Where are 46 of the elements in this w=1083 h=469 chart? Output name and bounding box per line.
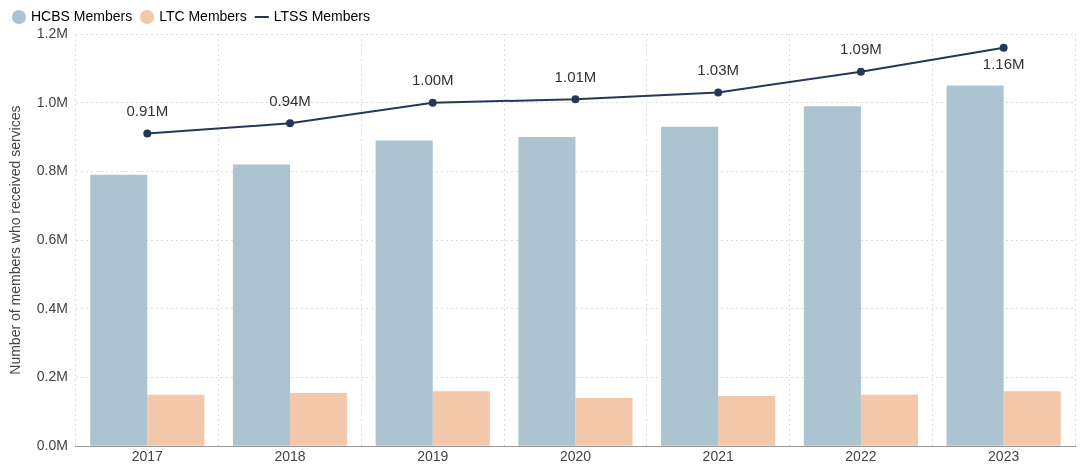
- data-label: 1.01M: [554, 67, 597, 85]
- x-tick-label: 2022: [845, 448, 877, 465]
- y-tick-label: 0.8M: [36, 162, 68, 179]
- bar: [1003, 391, 1061, 446]
- data-label: 1.03M: [697, 61, 740, 79]
- legend-label: LTC Members: [159, 7, 247, 24]
- point: [999, 43, 1008, 52]
- bar: [290, 392, 348, 446]
- y-tick-label: 1.2M: [36, 24, 68, 41]
- data-label: 0.94M: [269, 91, 311, 109]
- bar: [147, 394, 205, 446]
- point: [571, 95, 580, 104]
- data-label: 1.09M: [840, 40, 882, 58]
- bar: [946, 85, 1004, 446]
- point: [428, 98, 437, 107]
- x-tick-label: 2020: [559, 448, 592, 465]
- x-tick-label: 2018: [274, 448, 306, 465]
- legend-label: LTSS Members: [273, 7, 370, 24]
- y-axis-title: Number of members who received services: [7, 105, 24, 375]
- x-tick-label: 2021: [702, 448, 734, 465]
- y-tick-label: 1.0M: [36, 93, 68, 110]
- bar: [432, 391, 490, 446]
- bar: [661, 126, 719, 446]
- data-label: 0.91M: [126, 102, 169, 120]
- point: [856, 67, 865, 76]
- bar: [860, 394, 918, 446]
- x-tick-label: 2017: [131, 448, 164, 465]
- bar: [232, 164, 291, 446]
- y-tick-label: 0.4M: [36, 299, 68, 316]
- x-tick-label: 2019: [417, 448, 449, 465]
- bar: [803, 106, 861, 446]
- y-tick-label: 0.2M: [36, 368, 68, 385]
- point: [143, 129, 152, 138]
- legend-label: HCBS Members: [31, 7, 133, 24]
- bar: [90, 174, 148, 446]
- data-label: 1.00M: [411, 71, 454, 89]
- data-label: 1.16M: [982, 55, 1025, 73]
- y-tick-label: 0.6M: [36, 230, 68, 247]
- bar: [518, 137, 576, 446]
- bar: [375, 140, 433, 446]
- x-tick-label: 2023: [988, 448, 1020, 465]
- y-tick-label: 0.0M: [36, 437, 68, 454]
- point: [286, 119, 295, 128]
- point: [714, 88, 723, 97]
- bar: [575, 398, 633, 446]
- bar: [718, 396, 776, 446]
